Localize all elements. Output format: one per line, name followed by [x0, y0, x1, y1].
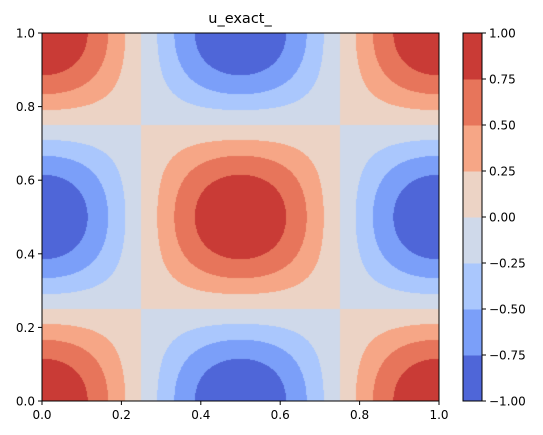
- colorbar-tick-label: 0.25: [489, 165, 516, 179]
- contour-fill: [42, 33, 439, 401]
- colorbar-tick-label: −0.50: [489, 303, 526, 317]
- colorbar-tick-label: −0.25: [489, 257, 526, 271]
- y-tick-label: 0.0: [16, 395, 35, 409]
- colorbar-tick-label: 0.75: [489, 73, 516, 87]
- colorbar-tick-label: −0.75: [489, 349, 526, 363]
- y-tick-label: 0.2: [16, 321, 35, 335]
- x-tick-label: 0.8: [350, 408, 369, 422]
- colorbar-tick-label: −1.00: [489, 395, 526, 409]
- colorbar-segment: [463, 33, 482, 80]
- plot-frame: [41, 32, 440, 402]
- colorbar-segment: [463, 125, 482, 172]
- x-tick-label: 0.0: [32, 408, 51, 422]
- colorbar-segment: [463, 171, 482, 218]
- x-tick-label: 0.2: [112, 408, 131, 422]
- colorbar-tick-label: 1.00: [489, 27, 516, 41]
- colorbar-tick-label: 0.00: [489, 211, 516, 225]
- y-tick-label: 1.0: [16, 27, 35, 41]
- colorbar-segment: [463, 217, 482, 264]
- colorbar-segment: [463, 79, 482, 126]
- y-tick-label: 0.8: [16, 100, 35, 114]
- colorbar-segment: [463, 355, 482, 402]
- chart-title: u_exact_: [208, 11, 272, 27]
- colorbar-tick-label: 0.50: [489, 119, 516, 133]
- x-tick-label: 0.6: [271, 408, 290, 422]
- x-tick-label: 0.4: [191, 408, 210, 422]
- y-tick-label: 0.6: [16, 174, 35, 188]
- y-axis: 0.0 0.2 0.4 0.6 0.8 1.0: [16, 27, 42, 409]
- colorbar-segment: [463, 263, 482, 310]
- x-tick-label: 1.0: [429, 408, 448, 422]
- plot-area: [41, 32, 440, 402]
- x-axis: 0.0 0.2 0.4 0.6 0.8 1.0: [32, 401, 449, 422]
- colorbar-segment: [463, 309, 482, 356]
- y-tick-label: 0.4: [16, 247, 35, 261]
- colorbar: 1.00 0.75 0.50 0.25 0.00 −0.25 −0.50 −0.75 −1.00: [462, 27, 526, 409]
